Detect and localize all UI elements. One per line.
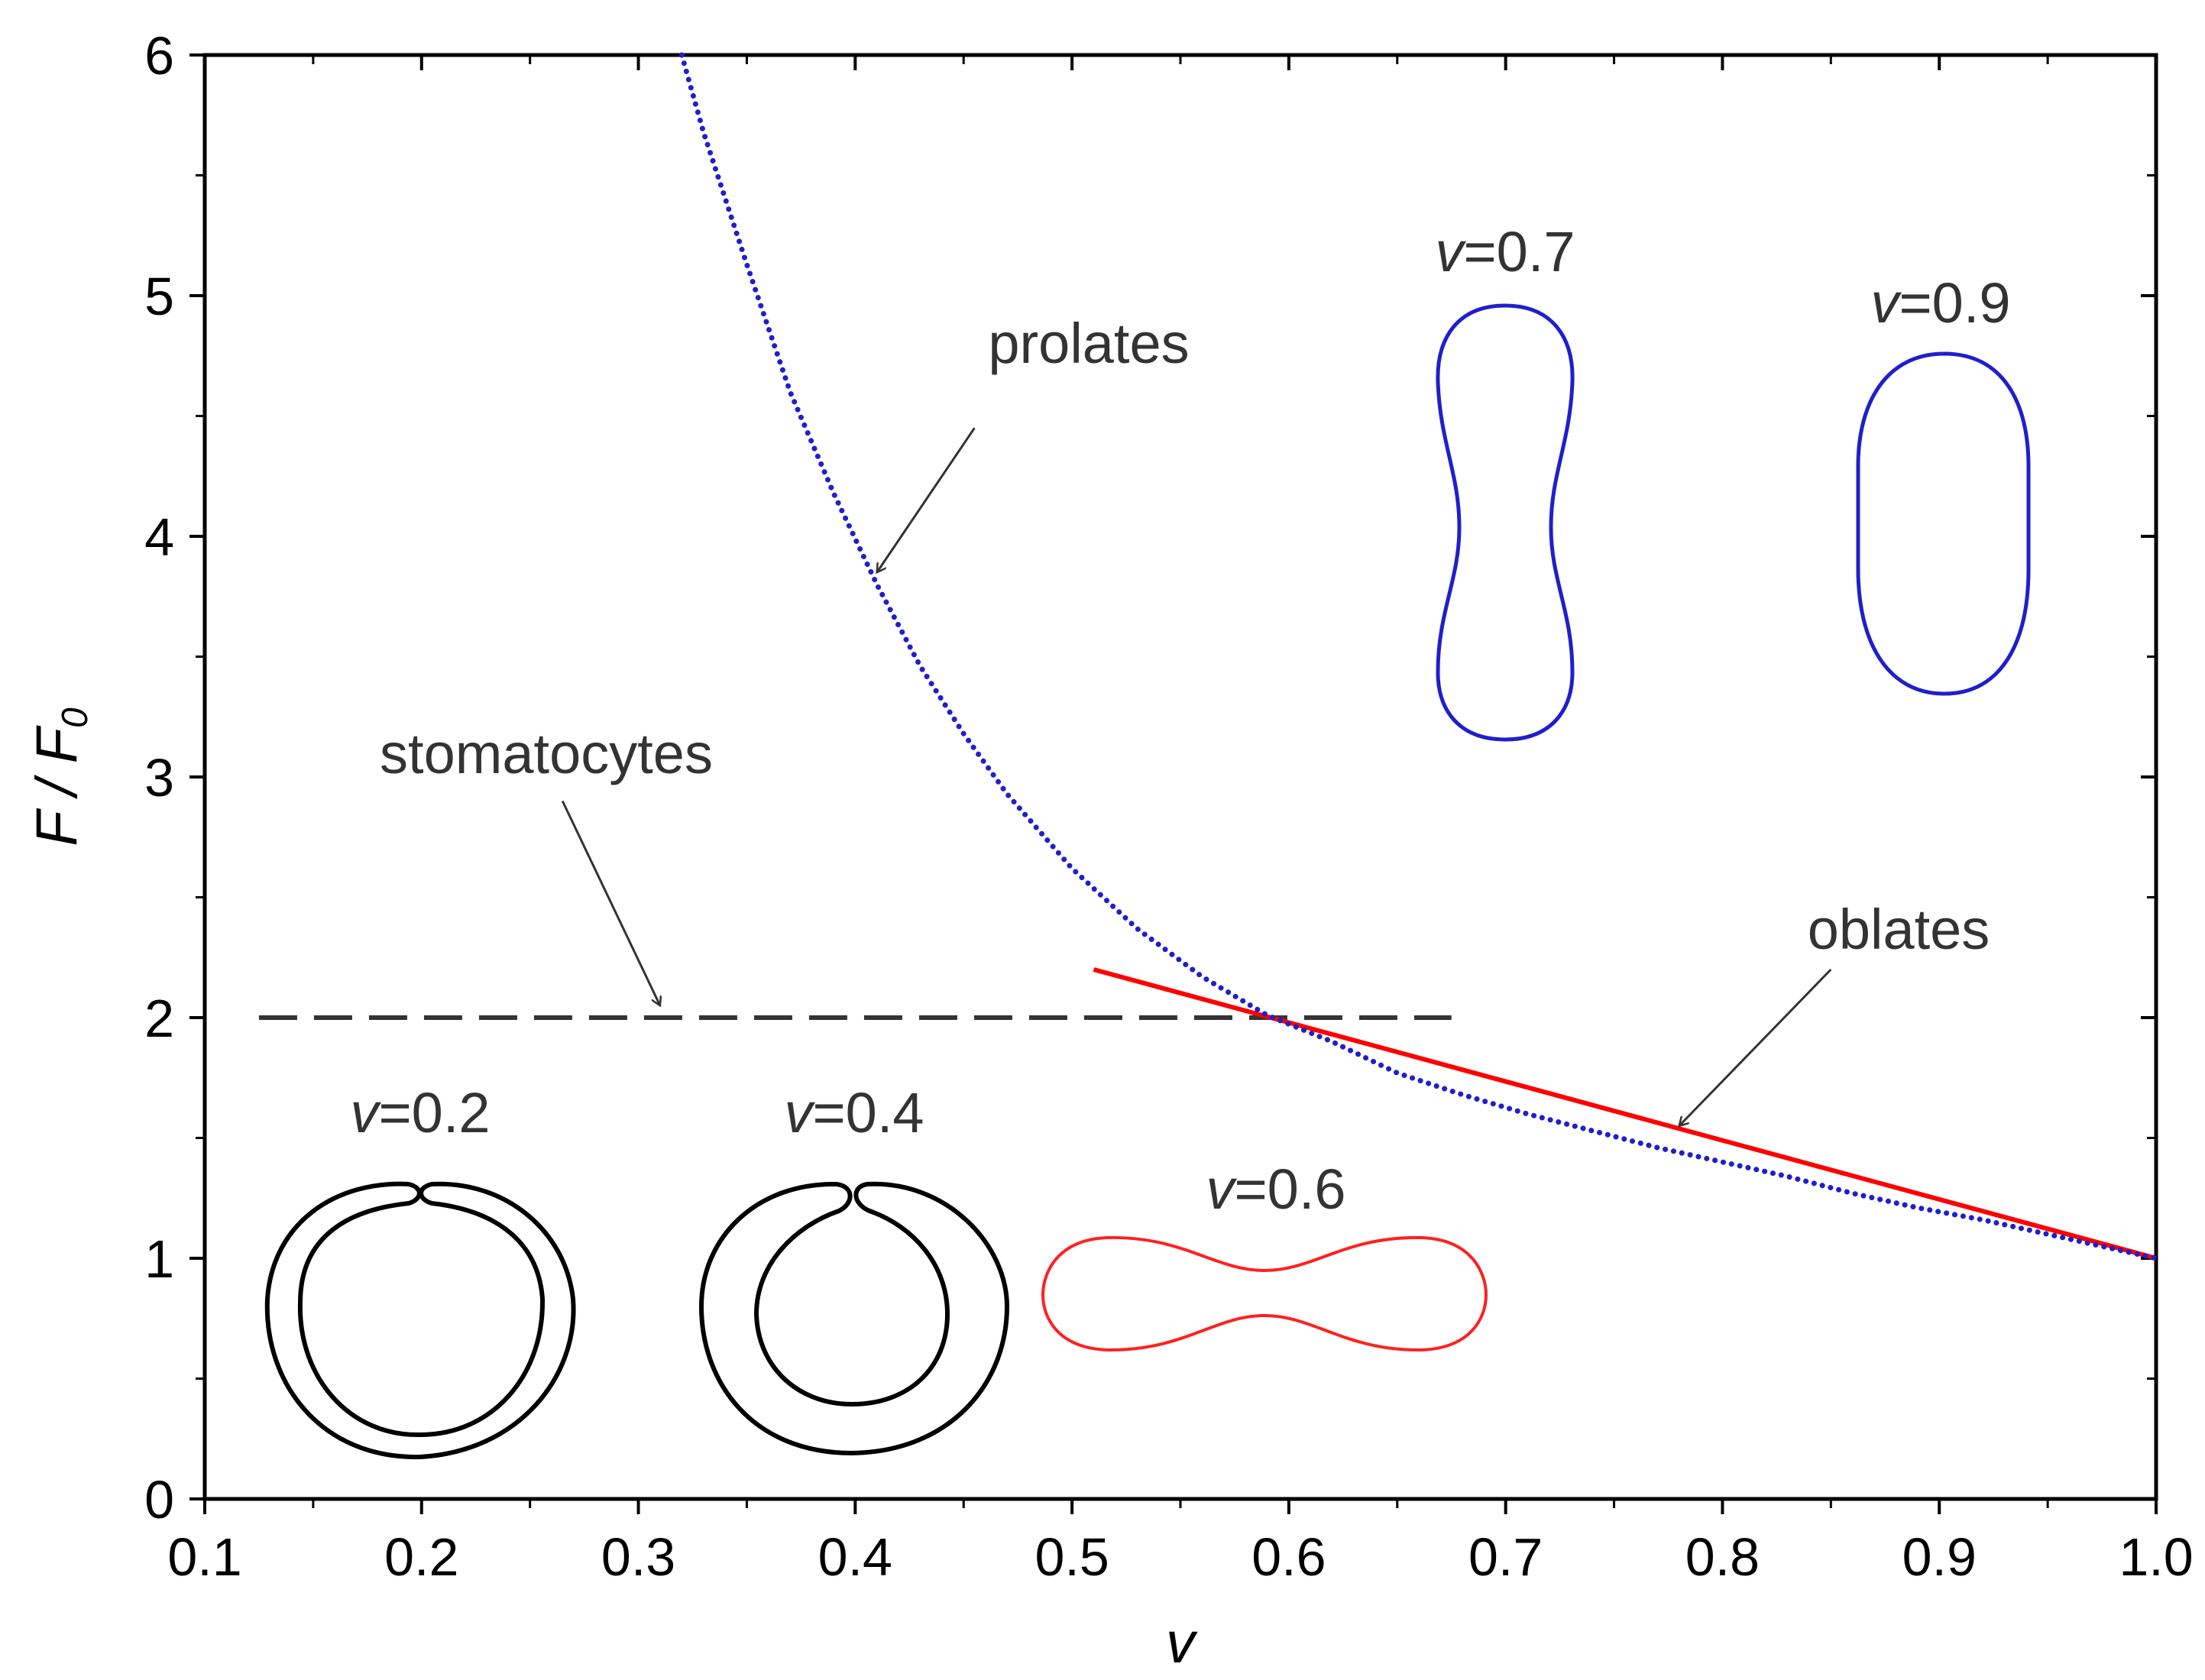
y-axis-label-main: F / F: [24, 725, 89, 846]
x-tick-label: 0.4: [818, 1527, 892, 1587]
shape-v09: v=0.9: [1856, 271, 2031, 696]
x-tick-labels: 0.1 0.2 0.3 0.4 0.5 0.6 0.7 0.8 0.9 1.0: [167, 1527, 2193, 1587]
y-tick-label: 4: [144, 507, 174, 567]
shape-v04: v=0.4: [698, 1081, 1010, 1456]
y-tick-label: 3: [144, 748, 174, 808]
x-tick-label: 0.7: [1468, 1527, 1543, 1587]
stomatocyte-v04-outline: [698, 1181, 1010, 1456]
x-tick-label: 1.0: [2119, 1527, 2193, 1587]
y-tick-label: 1: [144, 1229, 174, 1289]
prolate-v07-outline: [1436, 303, 1575, 742]
y-tick-label: 2: [144, 989, 174, 1048]
shape-v06: v=0.6: [1041, 1157, 1488, 1352]
shape-v09-label: v=0.9: [1870, 271, 2010, 335]
x-axis-label: v: [1166, 1610, 1198, 1675]
shape-v04-label: v=0.4: [784, 1081, 924, 1144]
prolates-label: prolates: [988, 312, 1189, 375]
shape-v07: v=0.7: [1435, 220, 1575, 742]
oblate-v06-outline: [1041, 1235, 1488, 1352]
y-tick-labels: 0 1 2 3 4 5 6: [144, 26, 174, 1529]
y-axis-label: F / F0: [24, 707, 96, 846]
prolates-arrow: [877, 427, 976, 572]
x-tick-label: 0.3: [601, 1527, 675, 1587]
y-tick-label: 6: [144, 26, 174, 86]
shape-v02: v=0.2: [264, 1081, 576, 1460]
shape-v02-label: v=0.2: [350, 1081, 490, 1144]
stomatocytes-label: stomatocytes: [380, 722, 713, 785]
prolate-v09-outline: [1856, 351, 2031, 696]
shape-v07-label: v=0.7: [1435, 220, 1575, 283]
shape-v06-label: v=0.6: [1206, 1157, 1345, 1221]
y-tick-label: 0: [144, 1470, 174, 1529]
x-tick-label: 0.5: [1035, 1527, 1109, 1587]
x-tick-label: 0.9: [1902, 1527, 1977, 1587]
y-axis-label-subscript: 0: [55, 707, 96, 728]
oblates-label: oblates: [1808, 898, 1990, 961]
stomatocyte-v02-outline: [264, 1181, 576, 1460]
x-tick-label: 0.1: [167, 1527, 241, 1587]
x-tick-label: 0.6: [1251, 1527, 1326, 1587]
x-tick-label: 0.8: [1685, 1527, 1760, 1587]
stomatocytes-arrow: [561, 800, 660, 1006]
series-prolates-line: [678, 52, 2159, 1261]
tick-marks: [189, 53, 2158, 1514]
x-tick-label: 0.2: [384, 1527, 458, 1587]
y-tick-label: 5: [144, 267, 174, 326]
oblates-arrow: [1679, 968, 1832, 1126]
series-layer: [258, 52, 2159, 1261]
